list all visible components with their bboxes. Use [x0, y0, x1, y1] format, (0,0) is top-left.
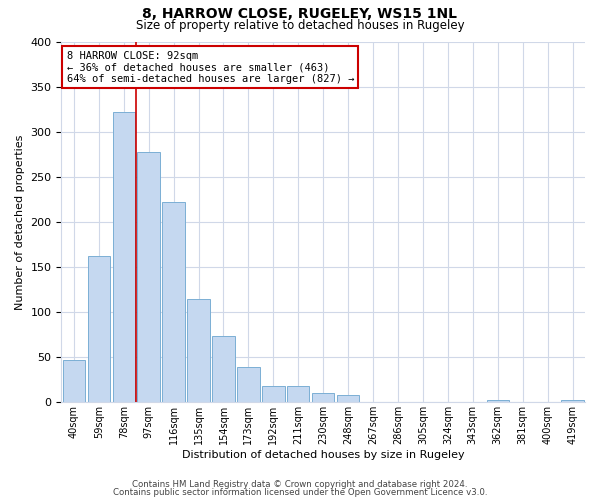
- Text: 8 HARROW CLOSE: 92sqm
← 36% of detached houses are smaller (463)
64% of semi-det: 8 HARROW CLOSE: 92sqm ← 36% of detached …: [67, 50, 354, 84]
- Bar: [212, 336, 235, 402]
- Bar: [337, 395, 359, 402]
- Bar: [62, 360, 85, 403]
- Bar: [262, 386, 284, 402]
- Bar: [163, 202, 185, 402]
- Bar: [137, 152, 160, 402]
- Text: 8, HARROW CLOSE, RUGELEY, WS15 1NL: 8, HARROW CLOSE, RUGELEY, WS15 1NL: [143, 8, 458, 22]
- Bar: [88, 256, 110, 402]
- Bar: [287, 386, 310, 402]
- Text: Contains HM Land Registry data © Crown copyright and database right 2024.: Contains HM Land Registry data © Crown c…: [132, 480, 468, 489]
- X-axis label: Distribution of detached houses by size in Rugeley: Distribution of detached houses by size …: [182, 450, 464, 460]
- Bar: [237, 367, 260, 402]
- Bar: [187, 300, 210, 403]
- Text: Contains public sector information licensed under the Open Government Licence v3: Contains public sector information licen…: [113, 488, 487, 497]
- Bar: [312, 394, 334, 402]
- Y-axis label: Number of detached properties: Number of detached properties: [15, 134, 25, 310]
- Bar: [113, 112, 135, 403]
- Bar: [562, 400, 584, 402]
- Text: Size of property relative to detached houses in Rugeley: Size of property relative to detached ho…: [136, 19, 464, 32]
- Bar: [487, 400, 509, 402]
